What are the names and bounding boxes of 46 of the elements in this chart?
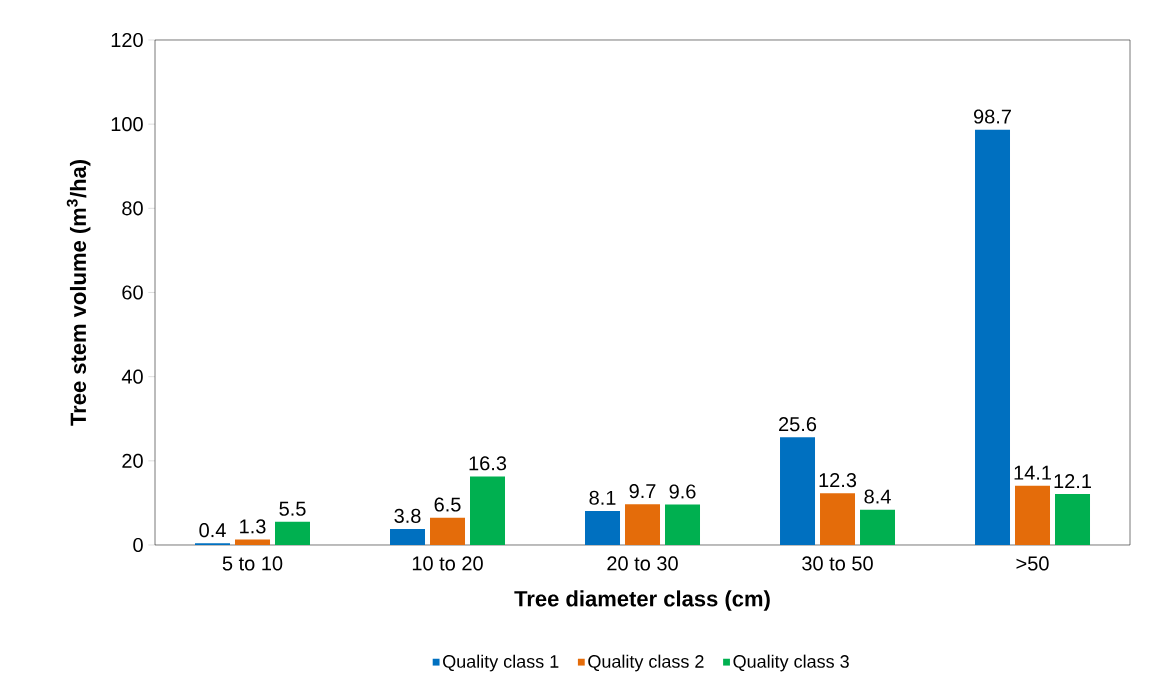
bar <box>235 539 271 545</box>
bar <box>470 476 505 545</box>
data-label: 12.3 <box>819 473 857 488</box>
bar <box>665 504 701 545</box>
bar <box>585 510 621 545</box>
data-label: 25.6 <box>779 417 817 432</box>
bar <box>1015 485 1051 545</box>
bar <box>625 504 661 545</box>
y-tick-label: 40 <box>121 369 143 384</box>
data-label: 8.1 <box>589 490 616 505</box>
data-label: 1.3 <box>240 519 266 534</box>
data-label: 9.7 <box>629 483 656 499</box>
bar <box>860 509 896 545</box>
x-tick-label: 20 to 30 <box>607 556 678 571</box>
y-tick-label: 80 <box>122 201 143 216</box>
data-label: 14.1 <box>1014 465 1051 480</box>
x-tick-label: >50 <box>1016 556 1049 571</box>
bar <box>275 521 310 545</box>
data-label: 5.5 <box>279 501 306 516</box>
data-label: 6.5 <box>434 497 461 512</box>
y-tick-label: 100 <box>111 117 143 132</box>
bar <box>430 517 466 545</box>
data-label: 98.7 <box>973 109 1011 124</box>
x-tick-label: 5 to 10 <box>222 556 283 571</box>
data-label: 16.3 <box>469 456 507 471</box>
bar <box>975 129 1011 545</box>
bar <box>1055 494 1091 545</box>
x-tick-label: 30 to 50 <box>802 556 873 571</box>
bar <box>820 493 856 545</box>
y-tick-label: 60 <box>122 285 143 300</box>
y-tick-label: 0 <box>133 537 143 553</box>
data-label: 3.8 <box>394 508 421 523</box>
data-label: 8.4 <box>864 489 891 504</box>
y-tick-label: 120 <box>111 32 143 48</box>
x-axis-title: Tree diameter class (cm) <box>514 590 770 611</box>
legend-label: Quality class 1 <box>443 654 559 672</box>
data-label: 9.6 <box>669 484 696 499</box>
data-label: 12.1 <box>1054 474 1091 489</box>
legend-label: Quality class 2 <box>588 654 704 672</box>
bar <box>780 437 816 545</box>
legend-label: Quality class 3 <box>733 654 849 672</box>
bar <box>390 529 426 545</box>
data-label: 0.4 <box>199 523 226 538</box>
x-tick-label: 10 to 20 <box>412 556 483 571</box>
y-axis-title: Tree stem volume (m$^{3}$/ha) <box>66 159 91 426</box>
y-tick-label: 20 <box>122 453 143 468</box>
